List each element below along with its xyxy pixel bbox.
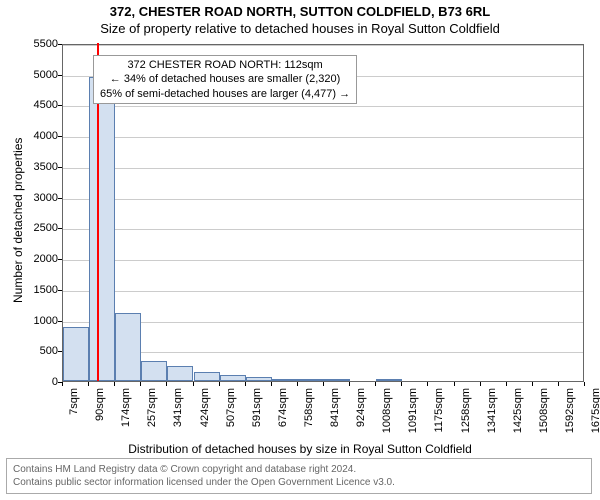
- xtick-label: 174sqm: [120, 388, 132, 442]
- histogram-bar: [115, 313, 141, 381]
- gridline: [63, 137, 583, 138]
- xtick-label: 1258sqm: [460, 388, 472, 442]
- xtick-mark: [323, 382, 324, 386]
- histogram-bar: [246, 377, 272, 381]
- xtick-mark: [140, 382, 141, 386]
- ytick-label: 4000: [22, 130, 58, 142]
- histogram-bar: [272, 379, 298, 381]
- xtick-mark: [558, 382, 559, 386]
- histogram-bar: [298, 379, 324, 381]
- ytick-label: 2500: [22, 222, 58, 234]
- y-axis-label: Number of detached properties: [11, 123, 25, 303]
- ytick-mark: [58, 198, 62, 199]
- annotation-line: ← 34% of detached houses are smaller (2,…: [100, 72, 350, 86]
- gridline: [63, 106, 583, 107]
- ytick-mark: [58, 44, 62, 45]
- histogram-bar: [376, 379, 402, 381]
- histogram-bar: [89, 77, 115, 381]
- ytick-mark: [58, 351, 62, 352]
- gridline: [63, 260, 583, 261]
- footer-attribution: Contains HM Land Registry data © Crown c…: [6, 458, 592, 494]
- chart-title-line2: Size of property relative to detached ho…: [0, 19, 600, 36]
- xtick-mark: [506, 382, 507, 386]
- xtick-mark: [193, 382, 194, 386]
- histogram-bar: [194, 372, 220, 381]
- annotation-line: 65% of semi-detached houses are larger (…: [100, 87, 350, 101]
- xtick-mark: [219, 382, 220, 386]
- histogram-bar: [167, 366, 193, 381]
- ytick-label: 1500: [22, 284, 58, 296]
- ytick-label: 2000: [22, 253, 58, 265]
- xtick-label: 1008sqm: [381, 388, 393, 442]
- ytick-label: 3500: [22, 161, 58, 173]
- xtick-label: 90sqm: [94, 388, 106, 442]
- xtick-label: 674sqm: [277, 388, 289, 442]
- histogram-bar: [324, 379, 350, 381]
- gridline: [63, 291, 583, 292]
- footer-line2: Contains public sector information licen…: [13, 476, 585, 489]
- xtick-mark: [532, 382, 533, 386]
- xtick-label: 1175sqm: [433, 388, 445, 442]
- gridline: [63, 199, 583, 200]
- xtick-mark: [166, 382, 167, 386]
- ytick-label: 0: [22, 376, 58, 388]
- annotation-box: 372 CHESTER ROAD NORTH: 112sqm← 34% of d…: [93, 55, 357, 104]
- xtick-mark: [271, 382, 272, 386]
- xtick-label: 1425sqm: [512, 388, 524, 442]
- xtick-label: 7sqm: [68, 388, 80, 442]
- xtick-label: 1508sqm: [538, 388, 550, 442]
- xtick-mark: [297, 382, 298, 386]
- xtick-label: 1341sqm: [486, 388, 498, 442]
- gridline: [63, 229, 583, 230]
- xtick-label: 924sqm: [355, 388, 367, 442]
- ytick-mark: [58, 75, 62, 76]
- xtick-mark: [88, 382, 89, 386]
- xtick-mark: [375, 382, 376, 386]
- chart-title-line1: 372, CHESTER ROAD NORTH, SUTTON COLDFIEL…: [0, 0, 600, 19]
- xtick-label: 591sqm: [251, 388, 263, 442]
- ytick-label: 4500: [22, 99, 58, 111]
- ytick-mark: [58, 167, 62, 168]
- histogram-bar: [220, 375, 246, 381]
- histogram-bar: [141, 361, 167, 381]
- ytick-mark: [58, 105, 62, 106]
- xtick-label: 1091sqm: [407, 388, 419, 442]
- ytick-label: 5500: [22, 38, 58, 50]
- ytick-label: 1000: [22, 315, 58, 327]
- xtick-mark: [427, 382, 428, 386]
- ytick-mark: [58, 321, 62, 322]
- chart-plot-area: 372 CHESTER ROAD NORTH: 112sqm← 34% of d…: [62, 44, 584, 382]
- ytick-label: 5000: [22, 69, 58, 81]
- xtick-label: 424sqm: [199, 388, 211, 442]
- ytick-mark: [58, 259, 62, 260]
- xtick-mark: [454, 382, 455, 386]
- xtick-mark: [62, 382, 63, 386]
- xtick-mark: [401, 382, 402, 386]
- xtick-label: 257sqm: [146, 388, 158, 442]
- gridline: [63, 45, 583, 46]
- ytick-label: 3000: [22, 192, 58, 204]
- ytick-mark: [58, 290, 62, 291]
- ytick-mark: [58, 136, 62, 137]
- x-axis-label: Distribution of detached houses by size …: [0, 442, 600, 456]
- xtick-label: 1592sqm: [564, 388, 576, 442]
- gridline: [63, 168, 583, 169]
- ytick-mark: [58, 228, 62, 229]
- xtick-label: 758sqm: [303, 388, 315, 442]
- footer-line1: Contains HM Land Registry data © Crown c…: [13, 463, 585, 476]
- xtick-label: 507sqm: [225, 388, 237, 442]
- xtick-label: 841sqm: [329, 388, 341, 442]
- xtick-mark: [584, 382, 585, 386]
- xtick-mark: [245, 382, 246, 386]
- histogram-bar: [63, 327, 89, 381]
- xtick-mark: [114, 382, 115, 386]
- xtick-label: 341sqm: [172, 388, 184, 442]
- annotation-line: 372 CHESTER ROAD NORTH: 112sqm: [100, 58, 350, 72]
- ytick-label: 500: [22, 345, 58, 357]
- xtick-mark: [480, 382, 481, 386]
- xtick-label: 1675sqm: [590, 388, 600, 442]
- xtick-mark: [349, 382, 350, 386]
